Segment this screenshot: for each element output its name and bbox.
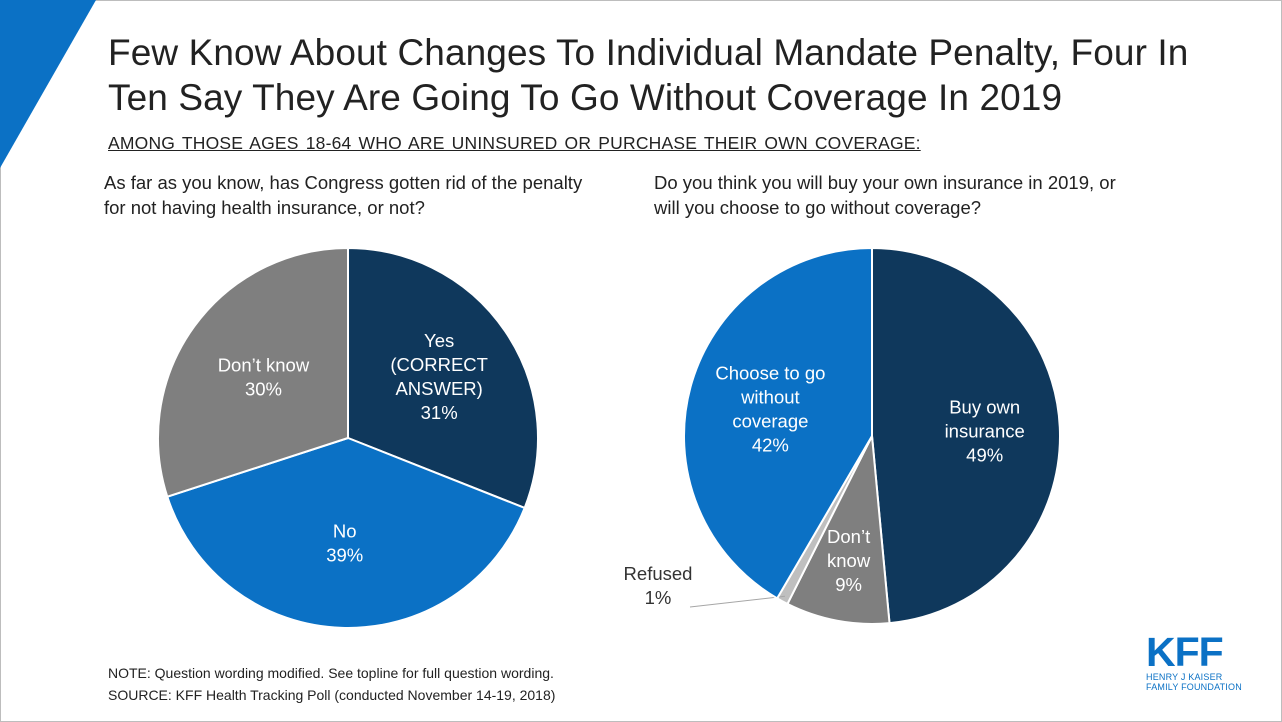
pie-label-1-2: No 39% [326,520,363,565]
pie-slice-2-4 [683,246,873,600]
pie-label-2-1: Buy own insurance 49% [945,397,1025,466]
question-coverage: Do you think you will buy your own insur… [654,172,1116,218]
corner-accent [0,0,96,168]
pie-slice-2-2 [786,432,891,625]
pie-chart-1: Yes (CORRECT ANSWER) 31% No 39% Don’t know 30% [157,246,539,630]
pie-label-2-4: Choose to go without coverage 42% [715,362,825,455]
pie-label-2-3: Refused 1% [624,563,693,608]
pie-label-1-3: Don’t know 30% [218,355,310,400]
question-penalty: As far as you know, has Congress gotten … [104,172,583,218]
pie-chart-2: Buy own insurance 49% Don’t know 9% Refused 1% C… [624,246,1061,625]
slide-subtitle: AMONG THOSE AGES 18-64 WHO ARE UNINSURED… [108,133,921,153]
note-text: NOTE: Question wording modified. See top… [108,665,554,681]
refused-leader-line [689,595,786,608]
logo-line-1: HENRY J KAISER [1146,672,1223,682]
logo-mark: KFF [1146,629,1224,675]
slide-title: Few Know About Changes To Individual Man… [108,32,1189,118]
pie-slice-1-3 [157,246,349,498]
logo-line-2: FAMILY FOUNDATION [1146,682,1242,692]
kff-logo: KFF HENRY J KAISER FAMILY FOUNDATION [1146,632,1242,698]
pie-label-1-1: Yes (CORRECT ANSWER) 31% [390,330,488,423]
pie-slice-2-1 [871,246,1061,625]
pie-slice-1-1 [347,246,539,510]
pie-slice-1-2 [166,436,526,630]
source-text: SOURCE: KFF Health Tracking Poll (conduc… [108,687,556,703]
pie-label-2-2: Don’t know 9% [827,526,871,595]
